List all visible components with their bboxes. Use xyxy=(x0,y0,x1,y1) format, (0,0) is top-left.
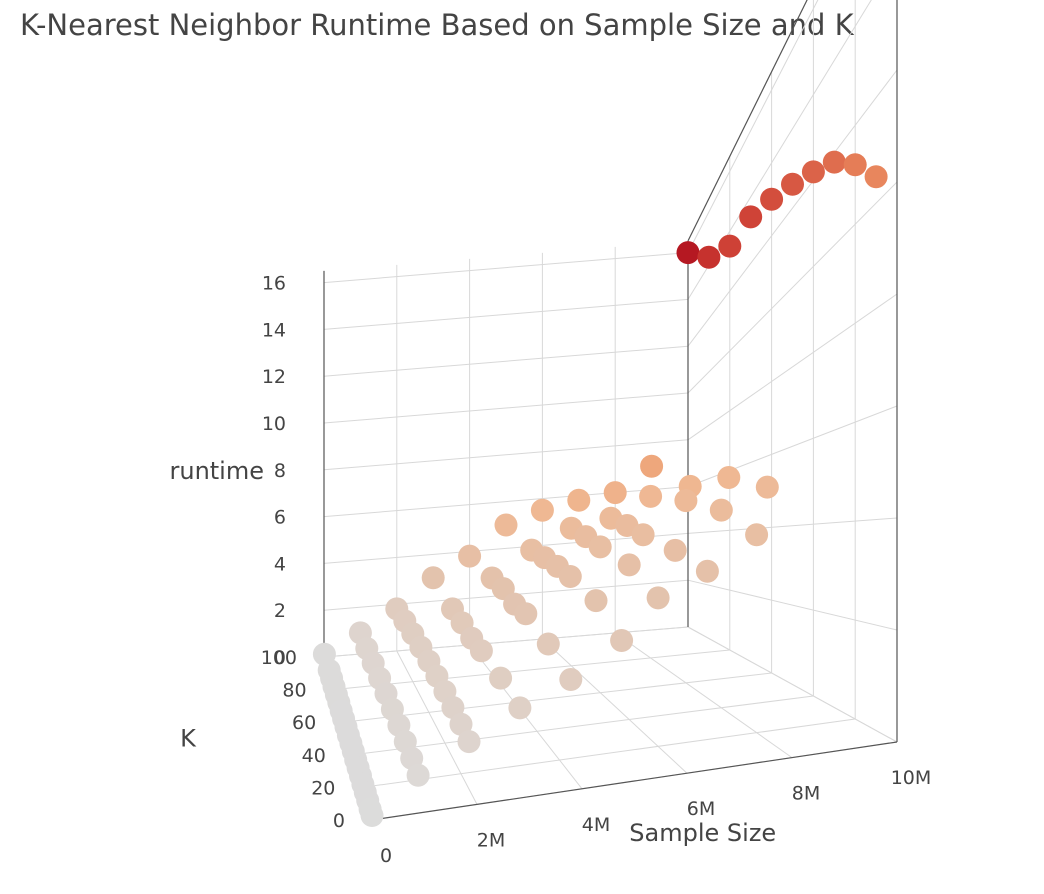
x-axis-line xyxy=(371,741,898,821)
k-tick-label: 80 xyxy=(282,680,306,702)
back-wall-gridline-z xyxy=(323,392,689,424)
back-wall-gridline-z xyxy=(323,298,689,330)
runtime-tick-label: 2 xyxy=(274,600,286,622)
runtime-axis-title: runtime xyxy=(169,457,264,485)
data-point[interactable] xyxy=(718,234,742,258)
right-wall-gridline-z xyxy=(687,0,819,253)
floor-gridline-k xyxy=(343,672,772,723)
data-point[interactable] xyxy=(639,484,663,508)
x-tick-label: 6M xyxy=(687,798,715,820)
runtime-tick-label: 12 xyxy=(262,366,286,388)
k-tick-label: 100 xyxy=(261,647,297,669)
floor-gridline-x xyxy=(614,632,793,759)
k-tick-label: 0 xyxy=(333,810,345,832)
data-point[interactable] xyxy=(760,187,784,211)
data-point[interactable] xyxy=(603,481,627,505)
data-point[interactable] xyxy=(489,666,513,690)
right-wall-gridline-z xyxy=(687,181,898,394)
x-axis-title: Sample Size xyxy=(629,819,776,847)
floor-gridline-x xyxy=(542,638,688,774)
floor-gridline-k xyxy=(362,718,856,788)
right-top-edge xyxy=(687,0,808,242)
data-point[interactable] xyxy=(745,523,769,547)
x-tick-label: 0 xyxy=(380,845,392,867)
grid-layer xyxy=(323,0,898,821)
runtime-tick-label: 8 xyxy=(274,460,286,482)
floor-gridline-x xyxy=(396,650,478,805)
runtime-tick-label: 0 xyxy=(274,647,286,669)
data-point[interactable] xyxy=(617,553,641,577)
data-point[interactable] xyxy=(676,241,700,265)
runtime-tick-label: 10 xyxy=(262,413,286,435)
x-tick-label: 4M xyxy=(582,814,610,836)
data-point[interactable] xyxy=(631,523,655,547)
right-wall-gridline-z xyxy=(687,69,898,347)
x-tick-label: 10M xyxy=(891,767,932,789)
back-wall-gridline-z xyxy=(323,252,689,284)
data-point[interactable] xyxy=(558,565,582,588)
right-wall-gridline-z xyxy=(687,626,898,743)
data-point[interactable] xyxy=(663,538,687,562)
data-point[interactable] xyxy=(695,559,719,583)
data-point[interactable] xyxy=(469,639,493,663)
data-point[interactable] xyxy=(406,763,430,787)
data-point[interactable] xyxy=(567,488,591,512)
back-wall-gridline-z xyxy=(323,532,689,564)
data-point[interactable] xyxy=(801,160,825,184)
data-point[interactable] xyxy=(610,629,634,652)
back-wall-gridline-z xyxy=(323,439,689,471)
data-point[interactable] xyxy=(458,544,482,568)
points-layer xyxy=(312,150,888,827)
data-point[interactable] xyxy=(822,150,846,174)
runtime-tick-label: 14 xyxy=(262,319,286,341)
right-wall-gridline-z xyxy=(687,517,898,534)
axes-layer xyxy=(323,0,898,821)
data-point[interactable] xyxy=(640,454,664,478)
data-point[interactable] xyxy=(739,205,763,229)
x-tick-label: 8M xyxy=(792,783,820,805)
back-wall-gridline-z xyxy=(323,486,689,518)
data-point[interactable] xyxy=(755,475,779,499)
data-point[interactable] xyxy=(864,165,888,189)
data-point[interactable] xyxy=(697,245,721,269)
data-point[interactable] xyxy=(646,586,670,610)
k-tick-label: 20 xyxy=(311,777,335,799)
data-point[interactable] xyxy=(449,712,473,736)
data-point[interactable] xyxy=(360,804,384,827)
data-point[interactable] xyxy=(536,632,560,656)
data-point[interactable] xyxy=(457,730,481,754)
runtime-tick-label: 6 xyxy=(274,507,286,529)
data-point[interactable] xyxy=(588,535,612,559)
data-point[interactable] xyxy=(674,489,698,513)
right-wall-gridline-z xyxy=(687,579,898,631)
x-tick-label: 2M xyxy=(477,829,505,851)
floor-gridline-k xyxy=(333,649,730,691)
data-point[interactable] xyxy=(514,602,538,626)
data-point[interactable] xyxy=(421,566,445,590)
data-point[interactable] xyxy=(584,589,608,613)
data-point[interactable] xyxy=(781,172,804,196)
labels-layer: 02M4M6M8M10M0204060801000246810121416Sam… xyxy=(169,273,931,867)
right-wall-gridline-z xyxy=(687,293,898,441)
back-wall-gridline-z xyxy=(323,626,689,658)
back-wall-gridline-z xyxy=(323,345,689,377)
data-point[interactable] xyxy=(530,498,554,522)
data-point[interactable] xyxy=(508,696,532,720)
k-tick-label: 60 xyxy=(292,712,316,734)
runtime-tick-label: 4 xyxy=(274,553,286,575)
runtime-tick-label: 16 xyxy=(262,273,286,295)
chart-title: K-Nearest Neighbor Runtime Based on Samp… xyxy=(20,8,854,42)
data-point[interactable] xyxy=(709,498,733,522)
data-point[interactable] xyxy=(717,466,741,489)
k-tick-label: 40 xyxy=(302,745,326,767)
data-point[interactable] xyxy=(843,153,867,177)
data-point[interactable] xyxy=(494,513,518,537)
data-point[interactable] xyxy=(559,668,583,691)
k-axis-title: K xyxy=(180,725,197,753)
floor-gridline-k xyxy=(352,695,814,756)
